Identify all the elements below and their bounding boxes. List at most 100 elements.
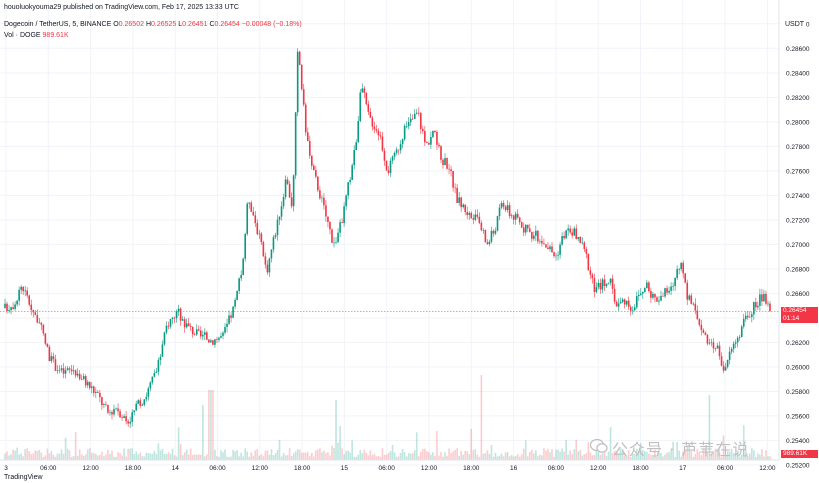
volume-bar [448, 448, 450, 460]
candle-body [54, 359, 57, 371]
candle-body [337, 232, 339, 243]
volume-bar [430, 454, 432, 460]
volume-bar [222, 452, 224, 460]
volume-bar [302, 452, 305, 460]
volume-bar [415, 432, 418, 460]
candle-body [167, 325, 170, 327]
volume-bar [549, 452, 551, 460]
volume-bar [516, 454, 519, 460]
candle-body [419, 113, 422, 129]
volume-bar [175, 456, 178, 460]
candle-body [155, 371, 158, 373]
candle-body [208, 339, 210, 343]
candle-body [563, 236, 565, 239]
candle-body [137, 400, 140, 404]
candle-body [343, 206, 345, 224]
candle-body [389, 160, 392, 173]
volume-bar [6, 451, 8, 460]
volume-bar [533, 453, 535, 460]
candle-body [296, 51, 299, 113]
candle-body [688, 295, 691, 300]
currency-label[interactable]: USDT [783, 20, 807, 29]
candle-body [290, 197, 293, 207]
candle-body [288, 183, 291, 198]
candle-body [197, 329, 200, 331]
candle-body [702, 330, 705, 333]
candle-body [278, 216, 281, 220]
candle-body [434, 130, 436, 133]
volume-bar [381, 448, 384, 460]
candle-body [351, 165, 353, 180]
close-value: 0.26454 [214, 21, 240, 28]
candle-body [333, 242, 335, 244]
volume-bar [769, 456, 771, 460]
candle-body [367, 104, 370, 112]
volume-bar [484, 453, 487, 460]
candle-body [38, 322, 41, 324]
volume-bar [397, 456, 400, 460]
candle-body [270, 249, 273, 259]
candle-body [339, 222, 341, 233]
time-axis[interactable]: 3 06:00 12:00 18:00 14 06:00 12:00 18:00 15 06:00… [4, 465, 776, 472]
candle-body [141, 404, 144, 406]
candle-body [627, 300, 630, 307]
volume-bar [726, 451, 729, 460]
volume-tag: 989.61K [781, 450, 818, 458]
volume-bar [526, 456, 529, 460]
volume-bar [246, 451, 249, 460]
candle-body [204, 332, 206, 335]
price-axis[interactable]: 0.288000.286000.284000.282000.280000.278… [786, 21, 810, 469]
candle-body [765, 293, 767, 304]
candle-body [62, 368, 65, 374]
volume-legend[interactable]: Vol · DOGE 989.61K [4, 32, 69, 39]
candle-body [220, 335, 222, 338]
volume-bar [462, 454, 464, 460]
volume-bar [399, 452, 402, 460]
volume-bar [742, 425, 745, 460]
candle-body [506, 205, 509, 211]
volume-bar [70, 456, 73, 460]
candle-body [46, 343, 49, 347]
symbol-legend[interactable]: Dogecoin / TetherUS, 5, BINANCE O0.26502… [4, 21, 302, 28]
volume-bar [193, 454, 196, 460]
volume-bar [442, 456, 444, 460]
volume-bar [587, 442, 590, 460]
volume-bar [266, 450, 269, 460]
candle-body [4, 303, 6, 309]
candle-body [86, 382, 89, 386]
volume-bar [569, 450, 571, 460]
candle-body [528, 228, 531, 232]
candle-body [740, 326, 743, 337]
candle-body [107, 404, 109, 413]
volume-bar [496, 456, 499, 460]
volume-bar [80, 454, 83, 460]
candle-body [518, 217, 521, 223]
volume-bar [450, 453, 452, 460]
candle-body [444, 158, 446, 165]
candle-body [218, 337, 220, 340]
volume-bar [365, 452, 368, 460]
volume-bar [428, 451, 430, 460]
candle-body [583, 242, 586, 250]
candle-body [700, 324, 703, 331]
volume-bar [286, 455, 289, 460]
volume-bar [317, 449, 319, 460]
volume-bar [238, 456, 240, 460]
volume-bar [97, 455, 99, 460]
candle-body [294, 112, 297, 176]
volume-bar [179, 443, 182, 460]
volume-bar [508, 456, 511, 460]
volume-bar [629, 456, 632, 460]
volume-bar [214, 449, 216, 460]
candle-body [551, 246, 553, 253]
volume-bar [557, 449, 559, 460]
volume-bar [543, 448, 545, 460]
volume-bar [748, 453, 751, 460]
candle-body [492, 230, 495, 234]
candle-body [706, 334, 709, 344]
candle-body [161, 344, 164, 357]
volume-bar [670, 450, 672, 460]
volume-bar [535, 450, 537, 460]
bar-countdown: 01:14 [783, 315, 800, 323]
